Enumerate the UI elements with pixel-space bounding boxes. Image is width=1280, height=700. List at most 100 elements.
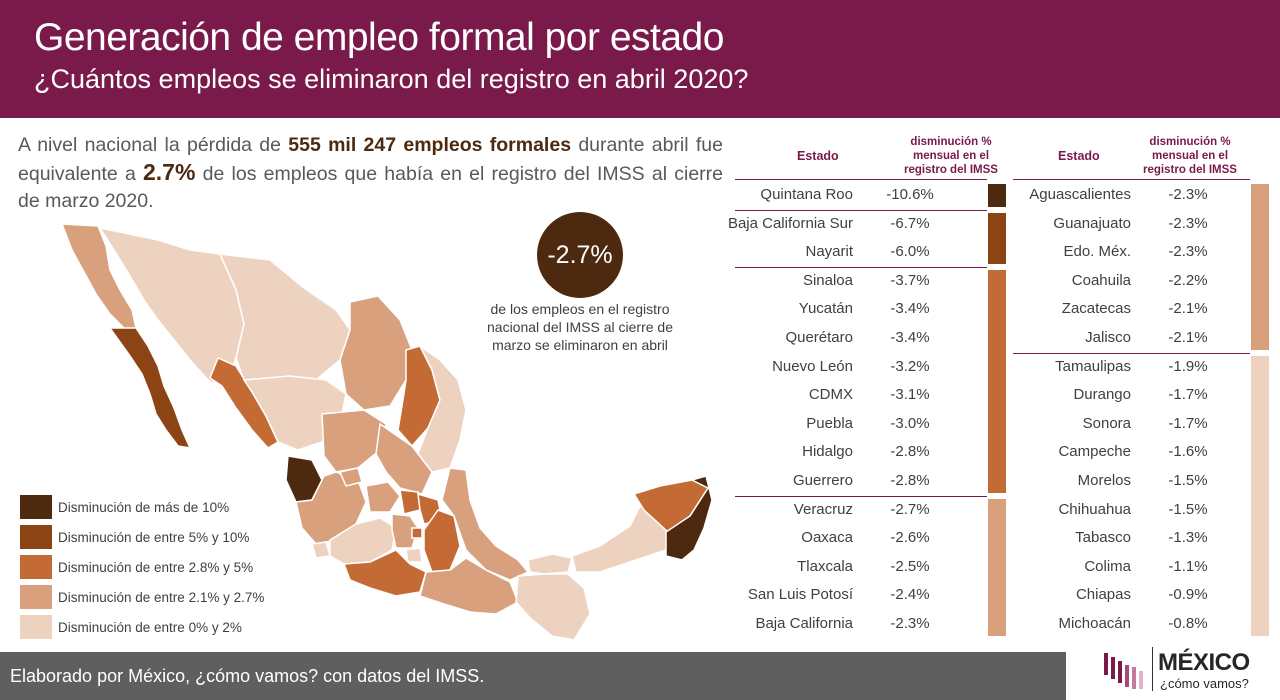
table-row: Edo. Méx. -2.3%	[1013, 238, 1243, 267]
state-value: -3.4%	[890, 300, 930, 318]
footer: Elaborado por México, ¿cómo vamos? con d…	[0, 652, 1066, 700]
state-value: -1.7%	[1168, 414, 1208, 432]
map-jalisco	[295, 471, 367, 545]
group-color-bar	[988, 212, 1006, 264]
state-name: Durango	[1073, 386, 1131, 404]
state-value: -1.3%	[1168, 529, 1208, 547]
map-colima	[311, 541, 331, 559]
state-name: Colima	[1084, 557, 1131, 575]
group-color-bar	[1251, 355, 1269, 636]
table-row: Guerrero -2.8%	[735, 467, 965, 496]
table-row: Coahuila -2.2%	[1013, 267, 1243, 296]
state-name: Chiapas	[1075, 586, 1131, 604]
group-color-bar	[1251, 184, 1269, 350]
state-name: San Luis Potosí	[747, 586, 853, 604]
map-guanajuato	[365, 481, 401, 513]
map-michoacan	[329, 517, 397, 565]
state-name: Morelos	[1077, 472, 1131, 489]
state-value: -1.1%	[1168, 557, 1208, 575]
table-header-estado: Estado	[1058, 149, 1100, 163]
table-row: Baja California -2.3%	[735, 610, 965, 639]
state-name: Oaxaca	[801, 529, 853, 547]
state-value: -2.2%	[1168, 271, 1208, 289]
state-name: Michoacán	[1058, 615, 1131, 632]
table-row: Hidalgo -2.8%	[735, 438, 965, 467]
state-name: Puebla	[806, 414, 853, 432]
map-coahuila	[339, 295, 413, 411]
state-value: -3.0%	[890, 414, 930, 432]
state-name: Tabasco	[1075, 529, 1131, 547]
table-row: Zacatecas -2.1%	[1013, 295, 1243, 324]
state-value: -0.9%	[1168, 586, 1208, 604]
logo-name: MÉXICO	[1158, 649, 1250, 676]
logo-tagline: ¿cómo vamos?	[1160, 676, 1249, 691]
state-name: Baja California Sur	[727, 214, 853, 232]
state-value: -2.3%	[1168, 214, 1208, 232]
table-row: Querétaro -3.4%	[735, 324, 965, 353]
state-name: Yucatán	[798, 300, 853, 318]
state-value: -2.8%	[890, 472, 930, 489]
state-value: -2.4%	[890, 586, 930, 604]
table-row: Yucatán -3.4%	[735, 295, 965, 324]
table-row: Chihuahua -1.5%	[1013, 496, 1243, 525]
intro-part3: de los empleos que había en el registro …	[18, 163, 723, 212]
state-value: -2.1%	[1168, 329, 1208, 346]
state-value: -3.2%	[890, 357, 930, 375]
legend-label: Disminución de entre 5% y 10%	[58, 529, 250, 545]
mexico-como-vamos-logo: MÉXICO ¿cómo vamos?	[1100, 645, 1270, 697]
legend-label: Disminución de más de 10%	[58, 499, 230, 515]
table-row: Durango -1.7%	[1013, 381, 1243, 410]
table-row: Tabasco -1.3%	[1013, 524, 1243, 553]
table-row: Oaxaca -2.6%	[735, 524, 965, 553]
group-color-bar	[988, 184, 1006, 207]
table-header-separator	[1013, 179, 1250, 180]
state-value: -3.4%	[890, 329, 930, 346]
intro-highlight: 555 mil 247 empleos formales	[288, 134, 572, 156]
ranking-table-right: Estado disminución % mensual en el regis…	[1013, 132, 1280, 642]
map-tamaulipas	[417, 345, 467, 473]
group-separator	[735, 266, 987, 268]
state-name: Campeche	[1058, 443, 1131, 461]
legend-swatch	[20, 585, 52, 609]
state-value: -2.1%	[1168, 300, 1208, 318]
intro-part2: durante abril fue equivalente a	[18, 134, 723, 185]
legend-label: Disminución de entre 2.8% y 5%	[58, 559, 254, 575]
group-color-bar	[988, 269, 1006, 493]
legend-swatch	[20, 615, 52, 639]
table-row: Sonora -1.7%	[1013, 410, 1243, 439]
table-row: CDMX -3.1%	[735, 381, 965, 410]
legend-item: Disminución de entre 0% y 2%	[20, 612, 264, 642]
table-row: Baja California Sur -6.7%	[728, 210, 965, 239]
state-value: -2.7%	[890, 500, 930, 518]
state-value: -2.5%	[890, 557, 930, 575]
legend-item: Disminución de más de 10%	[20, 492, 264, 522]
state-value: -1.5%	[1168, 500, 1208, 518]
header: Generación de empleo formal por estado ¿…	[0, 0, 1280, 118]
state-value: -3.1%	[890, 386, 930, 404]
legend-item: Disminución de entre 2.1% y 2.7%	[20, 582, 264, 612]
state-name: Nuevo León	[772, 357, 853, 375]
state-value: -0.8%	[1168, 615, 1208, 632]
intro-pct: 2.7%	[143, 159, 196, 185]
map-tabasco	[527, 553, 573, 575]
group-color-bar	[988, 498, 1006, 636]
map-aguascalientes	[338, 467, 363, 487]
group-separator	[735, 209, 987, 211]
state-value: -2.3%	[890, 615, 930, 632]
state-value: -6.0%	[890, 243, 930, 261]
state-value: -6.7%	[890, 214, 930, 232]
state-name: Nayarit	[805, 243, 853, 261]
map-zacatecas	[321, 409, 387, 473]
table-row: Veracruz -2.7%	[735, 496, 965, 525]
legend-item: Disminución de entre 5% y 10%	[20, 522, 264, 552]
table-row: Sinaloa -3.7%	[735, 267, 965, 296]
map-veracruz	[441, 467, 530, 581]
state-name: Hidalgo	[802, 443, 853, 461]
map-chiapas	[515, 573, 591, 641]
state-name: Tlaxcala	[797, 557, 853, 575]
table-header-estado: Estado	[797, 149, 839, 163]
legend-item: Disminución de entre 2.8% y 5%	[20, 552, 264, 582]
state-name: CDMX	[808, 386, 853, 404]
state-name: Querétaro	[785, 329, 853, 346]
legend-swatch	[20, 555, 52, 579]
